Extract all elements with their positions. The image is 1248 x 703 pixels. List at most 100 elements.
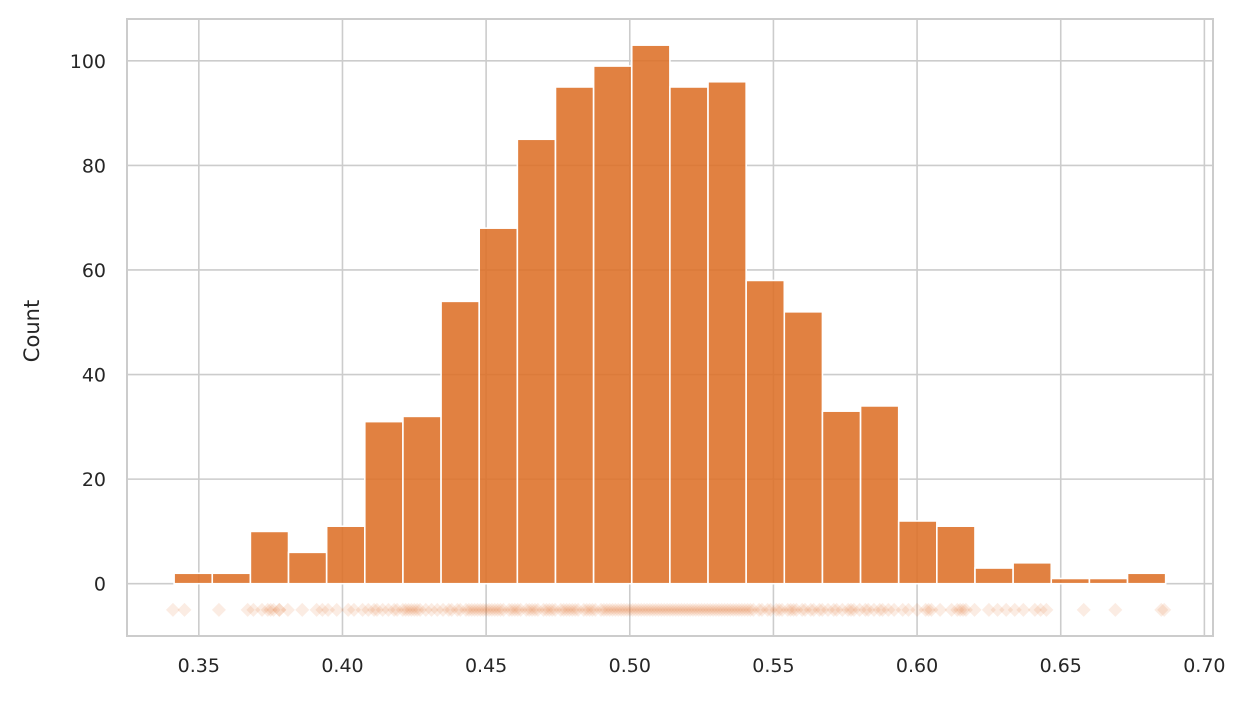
y-tick-label: 100 (70, 51, 106, 73)
rug-marker (726, 602, 741, 617)
rug-marker (671, 602, 686, 617)
rug-marker (746, 602, 761, 617)
y-tick-label: 80 (82, 155, 106, 177)
rug-marker (395, 602, 410, 617)
rug-marker (588, 602, 603, 617)
rug-marker (754, 602, 769, 617)
rug-marker (958, 602, 973, 617)
rug-marker (530, 602, 545, 617)
rug-marker (329, 602, 344, 617)
rug-marker (737, 602, 752, 617)
rug-marker (731, 602, 746, 617)
histogram-bar (592, 65, 633, 585)
rug-marker (1016, 602, 1031, 617)
rug-marker (789, 602, 804, 617)
rug-marker (708, 602, 723, 617)
rug-marker (772, 602, 787, 617)
rug-marker (786, 602, 801, 617)
y-tick-label: 60 (82, 260, 106, 282)
histogram-bar (821, 410, 862, 585)
rug-marker (780, 602, 795, 617)
rug-marker (775, 602, 790, 617)
rug-marker (645, 602, 660, 617)
rug-marker (579, 602, 594, 617)
rug-marker (783, 602, 798, 617)
rug-marker (576, 602, 591, 617)
rug-marker (981, 602, 996, 617)
rug-marker (177, 602, 192, 617)
rug-marker (743, 602, 758, 617)
rug-marker (1039, 602, 1054, 617)
rug-marker (407, 602, 422, 617)
rug-marker (571, 602, 586, 617)
rug-marker (683, 602, 698, 617)
rug-marker (510, 602, 525, 617)
rug-marker (752, 602, 767, 617)
rug-marker (694, 602, 709, 617)
rug-marker (628, 602, 643, 617)
rug-marker (619, 602, 634, 617)
rug-marker (677, 602, 692, 617)
histogram-bar (707, 80, 747, 585)
rug-marker (714, 602, 729, 617)
y-tick-labels: 0 20 40 60 80 100 (70, 51, 106, 596)
rug-marker (663, 602, 677, 617)
rug-marker (548, 602, 563, 617)
rug-marker (1076, 602, 1091, 617)
rug-marker (990, 602, 1005, 617)
rug-marker (933, 602, 948, 617)
rug-marker (956, 602, 971, 617)
rug-marker (527, 602, 542, 617)
rug-marker (490, 602, 505, 617)
rug-marker (387, 602, 402, 617)
rug-marker (740, 602, 755, 617)
rug-marker (545, 602, 560, 617)
rug-marker (260, 602, 275, 617)
rug-marker (473, 602, 488, 617)
rug-marker (369, 602, 384, 617)
histogram-bar (630, 44, 671, 585)
histogram-bar (936, 525, 976, 585)
rug-marker (430, 602, 445, 617)
rug-marker (565, 602, 580, 617)
histogram-bar (363, 420, 404, 585)
rug-marker (246, 602, 261, 617)
rug-marker (539, 602, 554, 617)
rug-marker (493, 602, 508, 617)
rug-marker (688, 602, 703, 617)
rug-marker (487, 602, 502, 617)
rug-marker (1033, 602, 1048, 617)
rug-marker (255, 602, 270, 617)
rug-marker (559, 602, 574, 617)
rug-marker (608, 602, 623, 617)
rug-marker (504, 602, 519, 617)
x-tick-label: 0.45 (465, 655, 507, 677)
rug-marker (390, 602, 405, 617)
rug-marker (418, 602, 433, 617)
rug-marker (1154, 602, 1169, 617)
x-tick-labels: 0.35 0.40 0.45 0.50 0.55 0.60 0.65 0.70 (178, 655, 1226, 677)
histogram-bar (1088, 577, 1129, 585)
rug-marker (444, 602, 459, 617)
rug-marker (844, 602, 858, 617)
y-axis-label: Count (20, 300, 44, 362)
histogram-bar (287, 551, 328, 585)
histogram-bar (1126, 572, 1167, 585)
y-tick-label: 40 (82, 365, 106, 387)
rug-marker (346, 602, 361, 617)
rug-marker (729, 602, 744, 617)
rug-marker (625, 602, 640, 617)
rug-marker (280, 602, 295, 617)
rug-marker (829, 602, 844, 617)
rug-marker (953, 602, 968, 617)
rug-marker (944, 602, 959, 617)
rug-marker (596, 602, 611, 617)
rug-marker (798, 602, 813, 617)
histogram-bar (402, 415, 442, 585)
rug-marker (852, 602, 867, 617)
rug-marker (315, 602, 330, 617)
histogram-bar (325, 525, 366, 585)
rug-marker (1007, 602, 1022, 617)
rug-marker (459, 602, 474, 617)
rug-marker (562, 602, 577, 617)
